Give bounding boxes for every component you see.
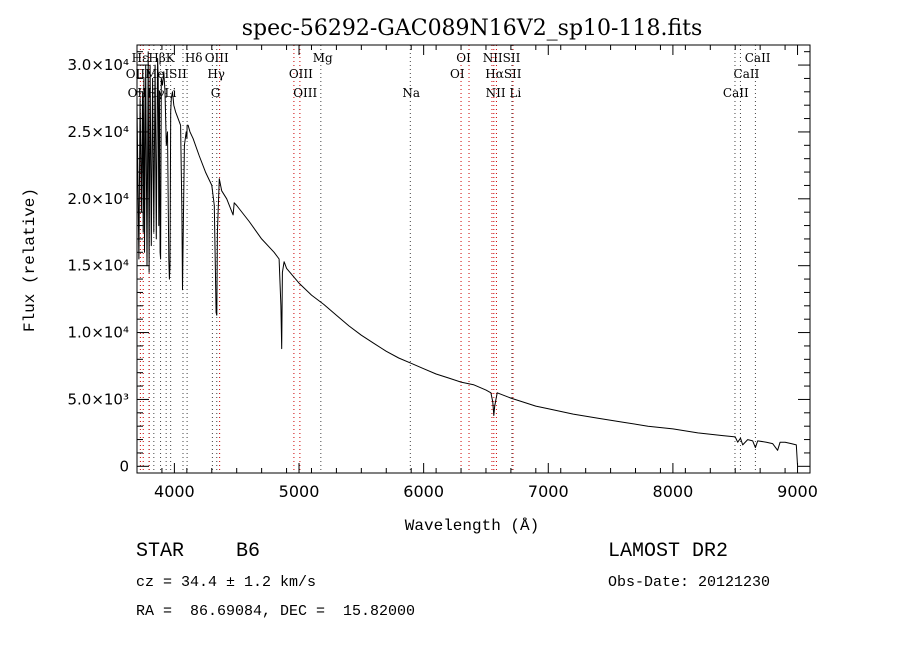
line-label-5: CaII — [745, 51, 771, 65]
y-tick-label-2: 1.0×10⁴ — [67, 324, 129, 342]
line-label-17: NII Li — [486, 86, 522, 100]
object-class: STAR — [136, 540, 185, 563]
axis-ticks: 4000 5000 6000 7000 8000 9000 0 5.0×10³ 1.0×10⁴ 1… — [67, 45, 818, 501]
line-label-15: OIII — [293, 86, 317, 100]
obs-date: Obs-Date: 20121230 — [608, 574, 771, 591]
line-label-18: CaII — [723, 86, 749, 100]
line-label-14: G — [211, 86, 221, 100]
line-label-16: Na — [402, 86, 420, 100]
y-tick-label-6: 3.0×10⁴ — [67, 56, 129, 74]
line-label-11: HαSII — [485, 67, 522, 81]
y-axis-label: Flux (relative) — [21, 188, 39, 332]
spectrum-line-0 — [136, 51, 798, 466]
line-label-1: OIII — [205, 51, 229, 65]
line-label-4: NIISII — [483, 51, 521, 65]
line-label-6: HεHβK — [132, 51, 176, 65]
x-tick-label-2: 6000 — [403, 482, 444, 501]
line-label-10: OI — [450, 67, 465, 81]
x-tick-label-5: 9000 — [777, 482, 818, 501]
x-tick-label-3: 7000 — [528, 482, 569, 501]
line-label-9: OIII — [289, 67, 313, 81]
x-tick-label-0: 4000 — [154, 482, 195, 501]
x-axis-label: Wavelength (Å) — [405, 517, 539, 535]
y-tick-label-0: 0 — [119, 457, 129, 475]
subclass: B6 — [236, 540, 261, 563]
line-label-2: Mg — [313, 51, 333, 65]
line-label-3: OI — [456, 51, 471, 65]
line-label-7: OIIMeISII — [126, 67, 187, 81]
redshift: cz = 34.4 ± 1.2 km/s — [136, 574, 317, 591]
y-tick-label-5: 2.5×10⁴ — [67, 123, 129, 141]
y-tick-label-3: 1.5×10⁴ — [67, 257, 129, 275]
chart-title: spec-56292-GAC089N16V2_sp10-118.fits — [242, 16, 703, 41]
plot-frame — [136, 44, 811, 474]
line-label-0: Hδ — [185, 51, 203, 65]
spectral-line-markers — [139, 45, 756, 473]
survey-name: LAMOST DR2 — [608, 540, 729, 563]
y-tick-label-1: 5.0×10³ — [67, 390, 129, 408]
y-tick-label-4: 2.0×10⁴ — [67, 190, 129, 208]
x-tick-label-1: 5000 — [279, 482, 320, 501]
coordinates: RA = 86.69084, DEC = 15.82000 — [136, 603, 416, 620]
line-label-8: Hγ — [207, 67, 225, 81]
spectrum-series — [136, 51, 798, 466]
x-tick-label-4: 8000 — [653, 482, 694, 501]
line-label-12: CaII — [734, 67, 760, 81]
